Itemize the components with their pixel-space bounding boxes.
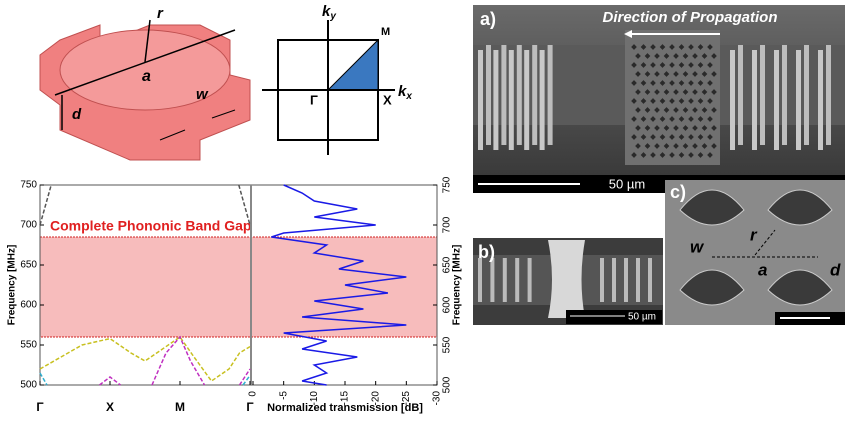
brillouin-zone: ky kx M Γ X [262,3,412,155]
label: r [157,5,164,22]
scale-bar: 50 µm [609,176,645,191]
finger [509,50,514,150]
finger [624,258,628,302]
panel-label: b) [478,242,495,262]
y-axis-label: Frequency [MHz] [7,245,18,326]
y-tick-label: 700 [20,220,37,231]
label: X [383,92,392,107]
label: a [758,260,767,279]
x-tick-label: 0 [248,391,259,397]
finger [648,258,652,302]
y-tick-label: 600 [20,300,37,311]
y-tick-label: 550 [442,336,453,353]
x-tick-label: -5 [278,391,289,400]
y-tick-label: 650 [20,260,37,271]
label: w [196,86,209,103]
label: w [690,237,705,256]
y-tick-label: 750 [442,176,453,193]
sem-image-c: c) w r a d [665,180,845,325]
caption: Direction of Propagation [602,9,777,26]
finger [490,258,494,302]
label: a [142,68,151,85]
label: kx [398,83,412,102]
x-tick-label: Γ [36,400,44,414]
label: y [329,11,336,22]
x-axis-label: Normalized transmission [dB] [267,402,423,414]
finger [540,50,545,150]
y-tick-label: 750 [20,180,37,191]
scale-bar: 50 µm [628,312,656,323]
finger [796,50,801,150]
finger [636,258,640,302]
label: M [381,26,390,38]
y-tick-label: 500 [442,376,453,393]
y-tick-label: 500 [20,380,37,391]
y-tick-label: 700 [442,216,453,233]
panel-label: c) [670,182,686,202]
finger [738,45,743,145]
x-tick-label: X [106,400,114,414]
finger [782,45,787,145]
charts: Complete Phononic Band Gap 500 550 600 650 70… [7,176,463,414]
finger [478,50,483,150]
panel-label: a) [480,9,496,29]
finger [528,258,532,302]
annotation: Complete Phononic Band Gap [50,218,251,234]
finger [493,50,498,150]
label: x [405,91,412,102]
finger [774,50,779,150]
finger [752,50,757,150]
x-tick-label: M [175,400,185,414]
label: Γ [310,92,318,107]
finger [730,50,735,150]
sem-image-a: a) Direction of Propagation 50 µm [473,5,845,193]
line-series [40,337,250,381]
finger [486,45,491,145]
line-series [40,373,250,385]
finger [532,45,537,145]
unit-cell: r a d w [40,5,250,160]
label: d [72,106,82,123]
finger [804,45,809,145]
label: d [830,260,841,279]
finger [818,50,823,150]
finger [548,45,553,145]
finger [517,45,522,145]
finger [760,45,765,145]
finger [515,258,519,302]
y-axis-label: Frequency [MHz] [452,245,463,326]
band-gap [40,237,437,337]
finger [503,258,507,302]
finger [478,258,482,302]
finger [612,258,616,302]
label: ky [322,3,336,22]
finger [501,45,506,145]
finger [600,258,604,302]
figure: r a d w ky kx M Γ X a) Direction of Prop… [0,0,845,421]
finger [826,45,831,145]
y-tick-label: 550 [20,340,37,351]
sem-image-b: b) 50 µm [473,238,663,325]
line-series [100,337,251,385]
finger [524,50,529,150]
x-tick-label: Γ [246,400,254,414]
